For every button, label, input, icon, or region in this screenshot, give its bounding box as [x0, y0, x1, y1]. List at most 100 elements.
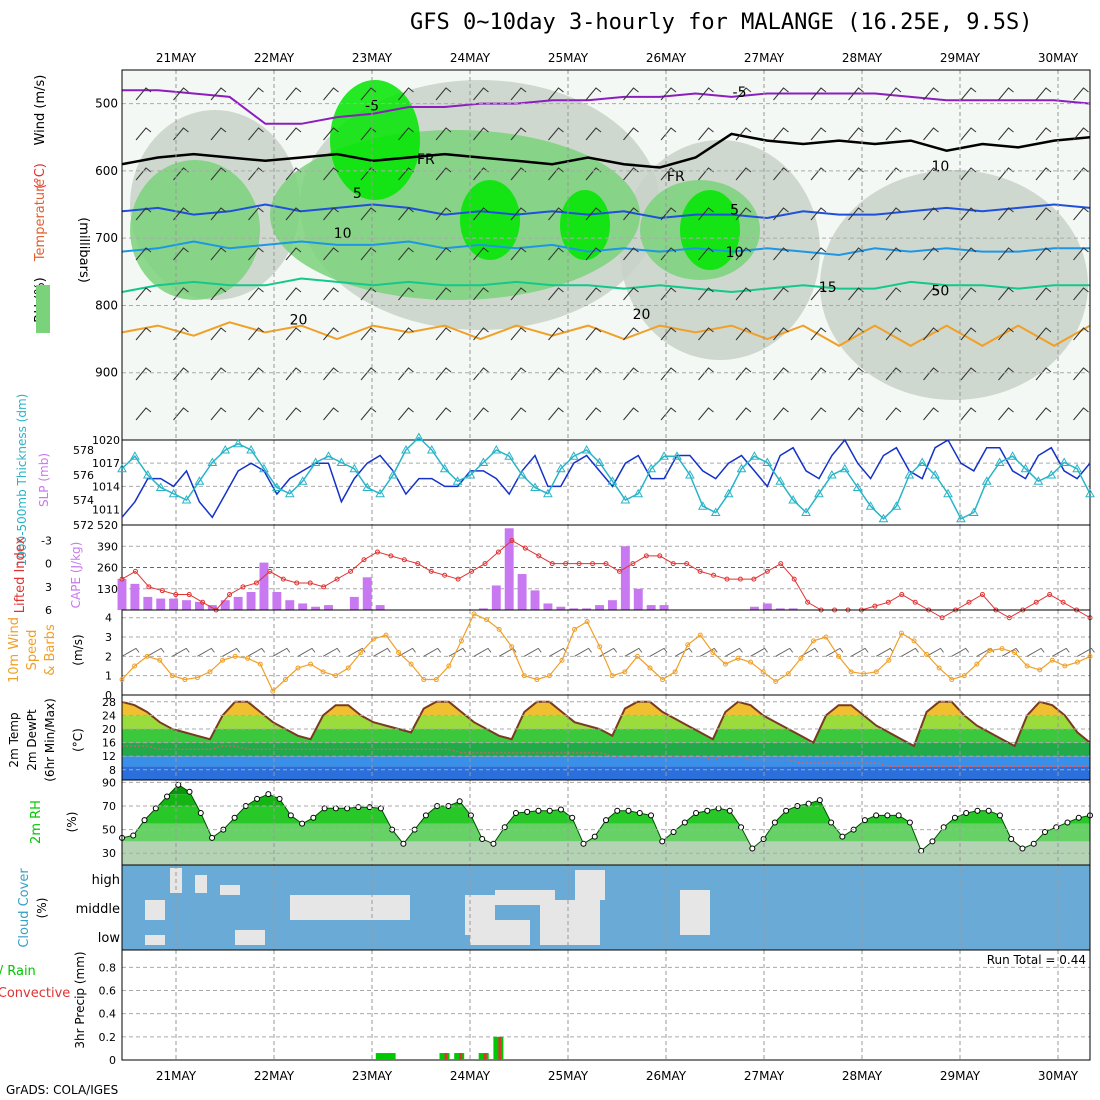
surface-wind-barb — [247, 647, 266, 657]
wind-barb — [473, 367, 489, 381]
rh-shade-4 — [130, 160, 260, 300]
lifted-marker — [549, 561, 555, 567]
wind-marker — [572, 626, 578, 632]
y-axis-label-lifted: Lifted Index — [13, 536, 28, 613]
lifted-marker — [657, 553, 663, 559]
cape-bar — [233, 596, 243, 610]
cape-bar — [130, 583, 140, 610]
temp-band — [122, 756, 1090, 767]
thickness-marker — [1033, 476, 1044, 485]
wind-marker — [333, 673, 339, 679]
date-label-bottom-23MAY: 23MAY — [352, 1069, 393, 1083]
temp-band — [122, 742, 1090, 757]
wind-barb — [998, 287, 1014, 301]
wind-barb — [285, 367, 302, 381]
wind-barb — [285, 87, 302, 101]
lifted-marker — [751, 576, 757, 582]
y-axis-label-temp2m-1: 2m DewPt — [25, 709, 39, 771]
wind-barb — [248, 167, 264, 181]
thickness-marker — [904, 469, 915, 479]
rh-marker — [130, 832, 137, 839]
wind-barb — [698, 127, 714, 141]
lifted-marker — [885, 599, 891, 605]
cape-bar — [659, 605, 669, 610]
wind-barb — [435, 87, 452, 101]
wind-marker — [873, 669, 879, 675]
pressure-tick-500: 500 — [95, 97, 118, 111]
wind-barb — [285, 407, 302, 421]
wind-barb — [1073, 207, 1089, 221]
pressure-tick-800: 800 — [95, 298, 118, 312]
wind-barb — [960, 207, 977, 221]
date-label-bottom-28MAY: 28MAY — [842, 1069, 883, 1083]
wind-barb — [585, 327, 602, 341]
rh-marker — [366, 804, 373, 811]
wind-marker — [584, 619, 590, 625]
wind-barb — [960, 127, 977, 141]
wind-barb — [323, 87, 339, 101]
wind-barb — [623, 247, 639, 261]
wind-barb — [210, 367, 227, 381]
wind-barb — [773, 287, 789, 301]
thickness-tick-576: 576 — [73, 469, 94, 482]
wind-barb — [810, 247, 827, 261]
cloud-layer-label-low: low — [98, 931, 121, 946]
wind-barb — [135, 287, 152, 301]
contour-label-7: 10 — [726, 245, 744, 261]
wind-marker — [1012, 650, 1018, 655]
cape-bar — [285, 600, 295, 610]
slp-tick-1014: 1014 — [92, 480, 120, 493]
cloud-block-3 — [220, 885, 240, 895]
wind-barb — [773, 207, 789, 221]
lifted-marker — [294, 580, 300, 586]
y-axis-unit-rh2m: (%) — [65, 812, 79, 833]
wind-barb — [698, 207, 714, 221]
wind-barb — [960, 167, 977, 181]
wind-barb — [360, 127, 377, 141]
surface-wind-barb — [775, 647, 794, 657]
lifted-marker — [697, 568, 703, 574]
rh-marker — [636, 810, 643, 817]
wind-marker — [157, 657, 163, 663]
wind-tick-4: 4 — [105, 612, 112, 625]
wind-barb — [998, 367, 1014, 381]
wind-marker — [848, 669, 854, 675]
wind-barb — [623, 207, 639, 221]
cloud-block-7 — [575, 870, 605, 900]
rh-marker — [704, 807, 711, 814]
wind-barb — [398, 207, 414, 221]
thickness-marker — [788, 494, 799, 504]
wind-barb — [323, 127, 339, 141]
run-total-annotation: Run Total = 0.44 — [987, 953, 1086, 967]
wind-marker — [760, 669, 766, 675]
wind-marker — [861, 671, 867, 677]
precip-total-bar — [375, 1053, 386, 1060]
contour-label-5: 5 — [730, 203, 739, 219]
li-tick-6: 6 — [45, 604, 52, 617]
wind-barb — [323, 287, 339, 301]
wind-barb — [623, 367, 639, 381]
lifted-marker — [482, 561, 488, 567]
wind-marker — [257, 661, 263, 667]
rh-marker — [1008, 836, 1015, 843]
thickness-marker — [375, 488, 385, 498]
wind-barb — [548, 407, 564, 421]
surface-wind-barb — [272, 647, 291, 657]
wind-barb — [360, 87, 377, 101]
wind-barb — [248, 287, 264, 301]
wind-barb — [735, 287, 752, 301]
lifted-marker — [1047, 592, 1053, 598]
rh-marker — [175, 781, 182, 788]
wind-barb — [473, 87, 489, 101]
lifted-marker — [536, 553, 542, 559]
pressure-tick-700: 700 — [95, 231, 118, 245]
wind-marker — [622, 669, 628, 675]
cloud-block-11 — [470, 920, 530, 945]
wind-barb — [398, 287, 414, 301]
wind-marker — [458, 638, 464, 644]
wind-barb — [848, 87, 864, 101]
cape-bar — [259, 562, 269, 610]
wind-barb — [698, 407, 714, 421]
thickness-marker — [220, 444, 231, 454]
wind-barb — [510, 367, 527, 381]
